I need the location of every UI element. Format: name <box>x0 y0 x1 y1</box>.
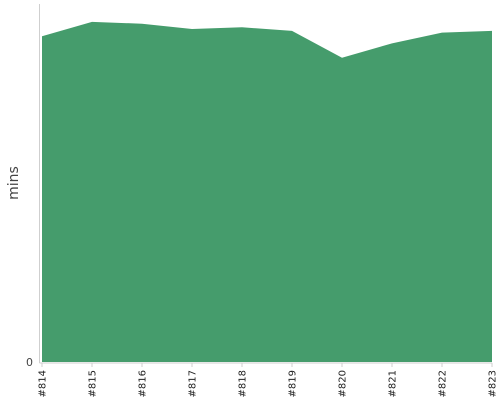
x-tick-label: #819 <box>288 370 299 397</box>
area-series-0 <box>42 21 492 363</box>
x-tick-label: #814 <box>38 370 49 397</box>
x-tick-label: #823 <box>488 370 499 397</box>
x-tick-label: #816 <box>138 370 149 397</box>
x-tick-label: #822 <box>438 370 449 397</box>
y-tick-label: 0 <box>26 356 33 369</box>
y-axis-title: mins <box>6 166 22 200</box>
x-tick-label: #820 <box>338 370 349 397</box>
x-tick-label: #821 <box>388 370 399 397</box>
y-axis-ticks: 0 <box>26 356 33 369</box>
series-layer <box>42 21 492 363</box>
x-tick-label: #818 <box>238 370 249 397</box>
x-axis-ticks: #814 #815 #816 #817 #818 #819 #820 #821 #822 #823 <box>38 363 499 397</box>
x-tick-label: #817 <box>188 370 199 397</box>
x-tick-label: #815 <box>88 370 99 397</box>
